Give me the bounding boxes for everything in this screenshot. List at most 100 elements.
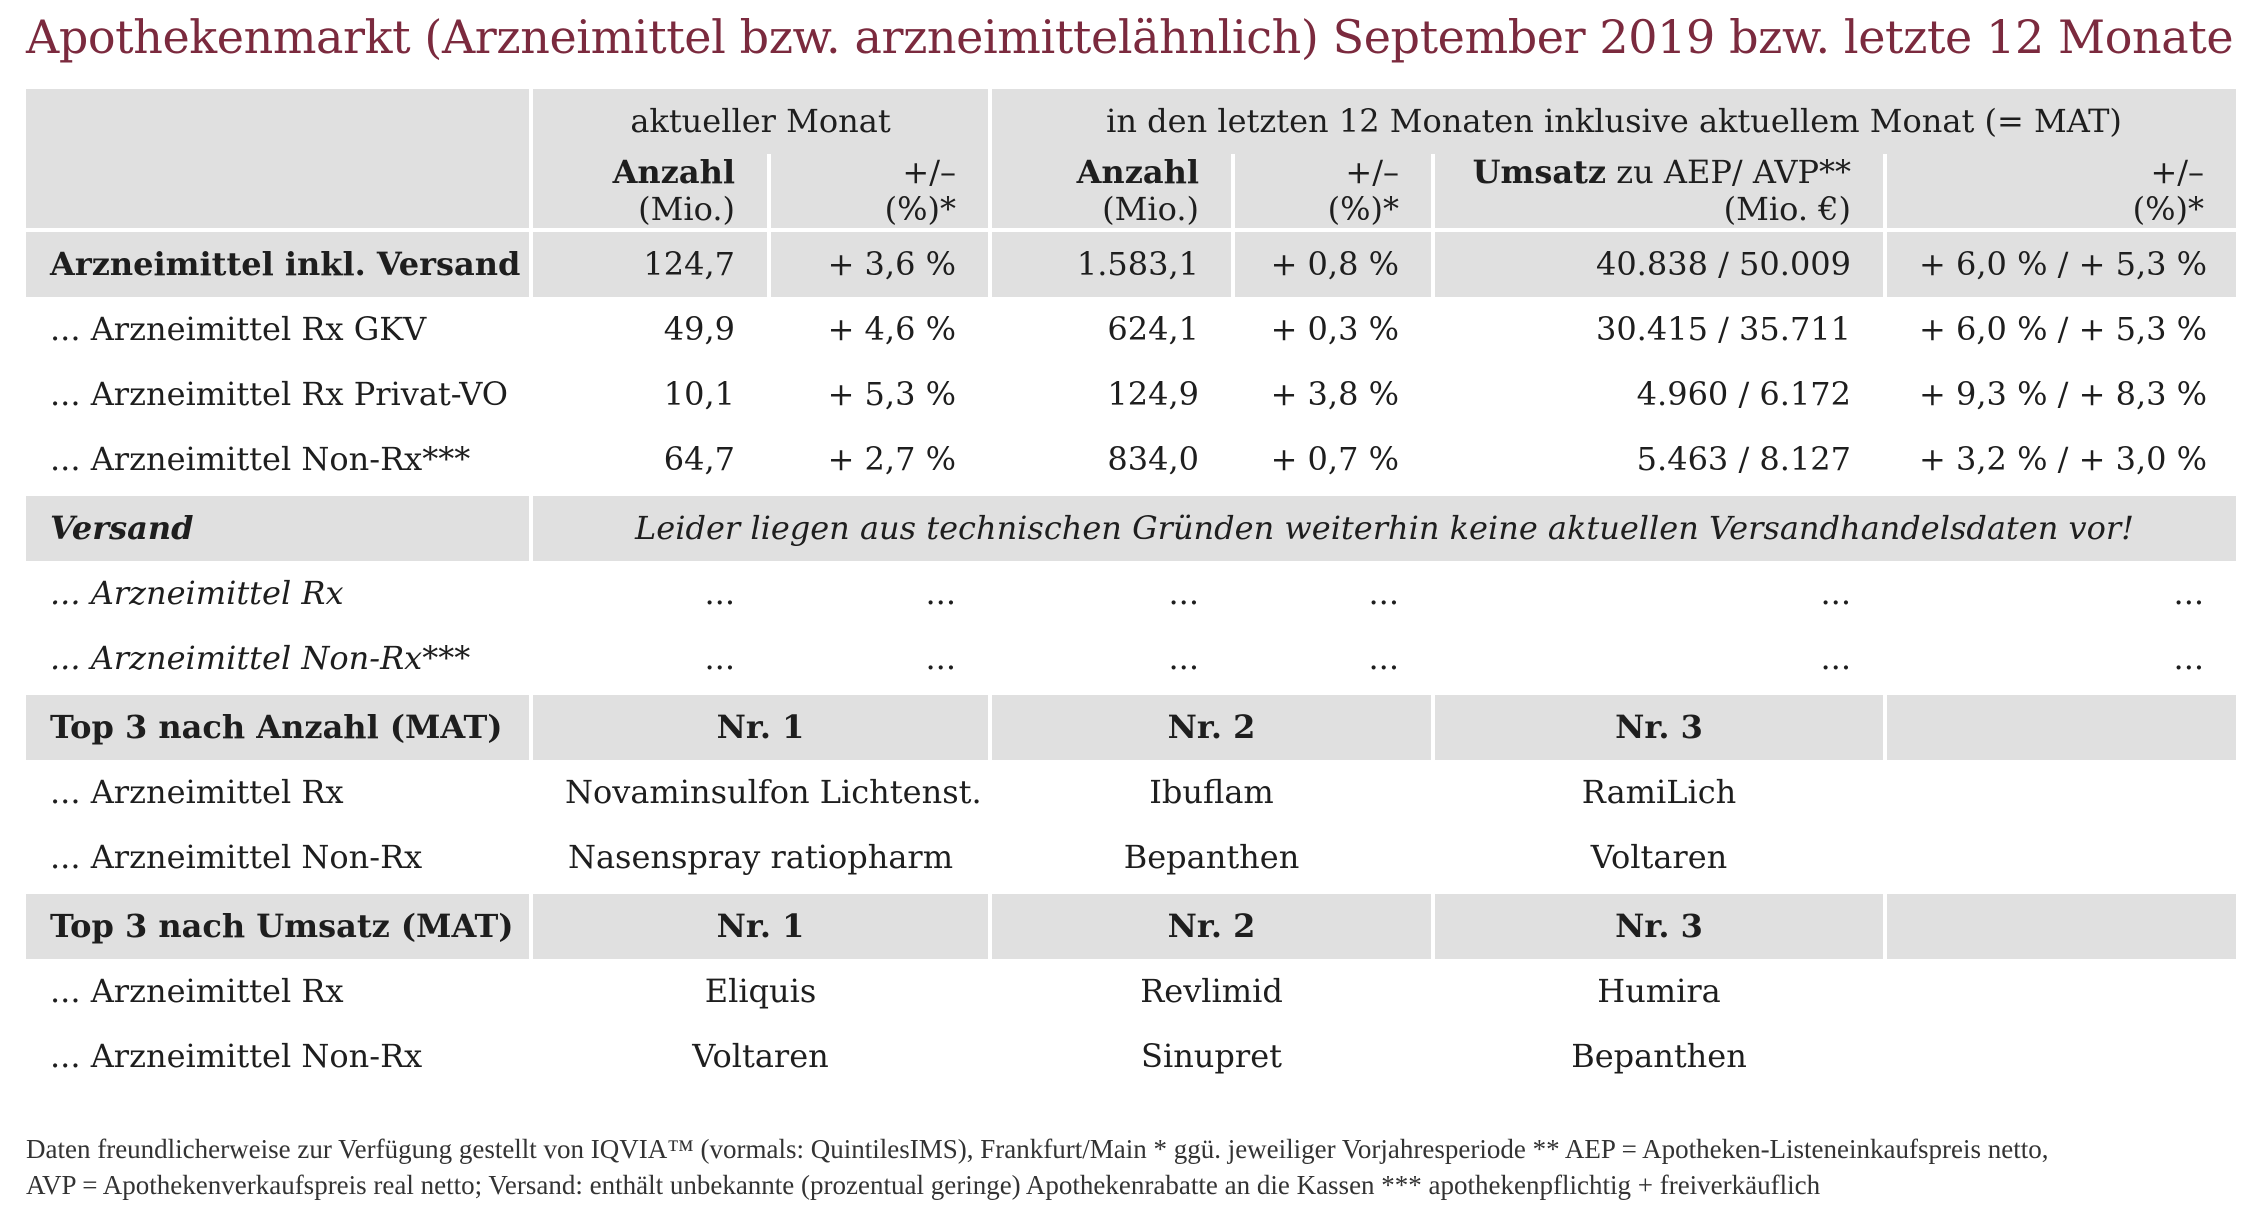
empty-cell	[1883, 1023, 2237, 1089]
cell-umsatz: 5.463 / 8.127	[1431, 426, 1886, 494]
row-label: ... Arzneimittel Rx Privat-VO	[50, 374, 509, 413]
product-1: Novaminsulfon Lichtenst.	[528, 759, 991, 825]
cell-umsatz-pm: ...	[1883, 625, 2237, 693]
cell-anzahl: 10,1	[529, 361, 769, 427]
cell-umsatz-pm: ...	[1883, 560, 2237, 626]
rank-2: Nr. 2	[988, 889, 1434, 959]
product-1: Nasenspray ratiopharm	[528, 824, 991, 892]
cell-umsatz-pm: + 9,3 % / + 8,3 %	[1883, 361, 2237, 427]
product-3: Bepanthen	[1431, 1023, 1886, 1089]
table-row: ... Arzneimittel Rx Eliquis Revlimid Hum…	[26, 958, 2237, 1024]
row-label: ... Arzneimittel Rx	[50, 971, 344, 1010]
table-row: Arzneimittel inkl. Versand 124,7 + 3,6 %…	[26, 227, 2237, 297]
product-2: Bepanthen	[988, 824, 1434, 892]
rank-2: Nr. 2	[988, 690, 1434, 760]
cell-anzahl: 64,7	[529, 426, 769, 494]
table-row: ... Arzneimittel Non-Rx*** ... ... ... .…	[26, 625, 2237, 693]
row-label: Top 3 nach Anzahl (MAT)	[26, 690, 531, 760]
rank-1: Nr. 1	[528, 889, 991, 959]
product-2: Revlimid	[988, 958, 1434, 1024]
header-current-month: aktueller Monat	[528, 89, 991, 154]
cell-umsatz: 40.838 / 50.009	[1431, 227, 1886, 297]
cell-umsatz: ...	[1431, 560, 1886, 626]
row-label: ... Arzneimittel Rx	[50, 573, 344, 612]
table-row: ... Arzneimittel Rx ... ... ... ... ... …	[26, 560, 2237, 626]
empty-cell	[1883, 824, 2237, 892]
table-row: ... Arzneimittel Rx Privat-VO 10,1 + 5,3…	[26, 361, 2237, 427]
cell-anzahl: ...	[529, 625, 769, 693]
cell-mat-pm: ...	[1231, 560, 1434, 626]
row-label: ... Arzneimittel Rx	[50, 772, 344, 811]
header-empty-cell	[26, 89, 531, 154]
cell-mat-pm: ...	[1231, 625, 1434, 693]
cell-mat-anzahl: ...	[988, 560, 1234, 626]
table-row: ... Arzneimittel Rx Novaminsulfon Lichte…	[26, 759, 2237, 825]
header-pm: +/– (%)*	[766, 154, 991, 230]
header-umsatz-pm: +/– (%)*	[1883, 154, 2237, 230]
cell-anzahl: ...	[529, 560, 769, 626]
rank-3: Nr. 3	[1431, 690, 1886, 760]
cell-mat-pm: + 0,3 %	[1231, 296, 1434, 362]
cell-mat-anzahl: ...	[988, 625, 1234, 693]
table-row: ... Arzneimittel Non-Rx*** 64,7 + 2,7 % …	[26, 426, 2237, 494]
cell-pm: + 4,6 %	[766, 296, 991, 362]
row-label: ... Arzneimittel Non-Rx	[50, 1036, 423, 1075]
cell-umsatz-pm: + 3,2 % / + 3,0 %	[1883, 426, 2237, 494]
product-2: Ibuflam	[988, 759, 1434, 825]
cell-umsatz-pm: + 6,0 % / + 5,3 %	[1883, 227, 2237, 297]
cell-pm: + 2,7 %	[766, 426, 991, 494]
table-row: ... Arzneimittel Non-Rx Voltaren Sinupre…	[26, 1023, 2237, 1089]
cell-anzahl: 124,7	[529, 227, 769, 297]
versand-note: Leider liegen aus technischen Gründen we…	[528, 491, 2237, 561]
footnote: Daten freundlicherweise zur Verfügung ge…	[26, 1132, 2241, 1203]
cell-pm: ...	[766, 560, 991, 626]
cell-umsatz: 30.415 / 35.711	[1431, 296, 1886, 362]
cell-umsatz: ...	[1431, 625, 1886, 693]
rank-3: Nr. 3	[1431, 889, 1886, 959]
cell-mat-anzahl: 834,0	[988, 426, 1234, 494]
row-label: Arzneimittel inkl. Versand	[26, 227, 531, 297]
cell-umsatz-pm: + 6,0 % / + 5,3 %	[1883, 296, 2237, 362]
row-label: ... Arzneimittel Rx GKV	[50, 309, 427, 348]
cell-mat-pm: + 0,8 %	[1231, 227, 1434, 297]
cell-pm: ...	[766, 625, 991, 693]
cell-pm: + 3,6 %	[766, 227, 991, 297]
cell-mat-anzahl: 124,9	[988, 361, 1234, 427]
cell-mat-anzahl: 1.583,1	[988, 227, 1234, 297]
header-anzahl: Anzahl (Mio.)	[529, 154, 769, 230]
table-row: ... Arzneimittel Rx GKV 49,9 + 4,6 % 624…	[26, 296, 2237, 362]
footnote-line-2: AVP = Apothekenverkaufspreis real netto;…	[26, 1169, 1821, 1200]
cell-mat-pm: + 3,8 %	[1231, 361, 1434, 427]
page-title: Apothekenmarkt (Arzneimittel bzw. arznei…	[26, 10, 2234, 64]
header-sub-row: Anzahl (Mio.) +/– (%)* Anzahl (Mio.) +/– (%)…	[26, 154, 2237, 230]
empty-cell	[1883, 690, 2237, 760]
row-label: Top 3 nach Umsatz (MAT)	[26, 889, 531, 959]
empty-cell	[1883, 889, 2237, 959]
cell-mat-anzahl: 624,1	[988, 296, 1234, 362]
header-mat-anzahl: Anzahl (Mio.)	[988, 154, 1234, 230]
product-3: Humira	[1431, 958, 1886, 1024]
product-2: Sinupret	[988, 1023, 1434, 1089]
product-3: RamiLich	[1431, 759, 1886, 825]
cell-mat-pm: + 0,7 %	[1231, 426, 1434, 494]
rank-1: Nr. 1	[528, 690, 991, 760]
product-3: Voltaren	[1431, 824, 1886, 892]
header-empty-cell	[26, 154, 531, 230]
top-anzahl-header-row: Top 3 nach Anzahl (MAT) Nr. 1 Nr. 2 Nr. …	[26, 690, 2237, 760]
row-label: Versand	[26, 491, 531, 561]
product-1: Voltaren	[528, 1023, 991, 1089]
table-row: ... Arzneimittel Non-Rx Nasenspray ratio…	[26, 824, 2237, 892]
row-label: ... Arzneimittel Non-Rx	[50, 837, 423, 876]
versand-header-row: Versand Leider liegen aus technischen Gr…	[26, 491, 2237, 561]
product-1: Eliquis	[528, 958, 991, 1024]
market-table: aktueller Monat in den letzten 12 Monate…	[26, 89, 2237, 1089]
cell-pm: + 5,3 %	[766, 361, 991, 427]
header-mat-pm: +/– (%)*	[1231, 154, 1434, 230]
cell-umsatz: 4.960 / 6.172	[1431, 361, 1886, 427]
header-mat: in den letzten 12 Monaten inklusive aktu…	[988, 89, 2237, 154]
top-umsatz-header-row: Top 3 nach Umsatz (MAT) Nr. 1 Nr. 2 Nr. …	[26, 889, 2237, 959]
row-label: ... Arzneimittel Non-Rx***	[50, 439, 471, 478]
cell-anzahl: 49,9	[529, 296, 769, 362]
empty-cell	[1883, 958, 2237, 1024]
header-umsatz: Umsatz zu AEP/ AVP** (Mio. €)	[1431, 154, 1886, 230]
